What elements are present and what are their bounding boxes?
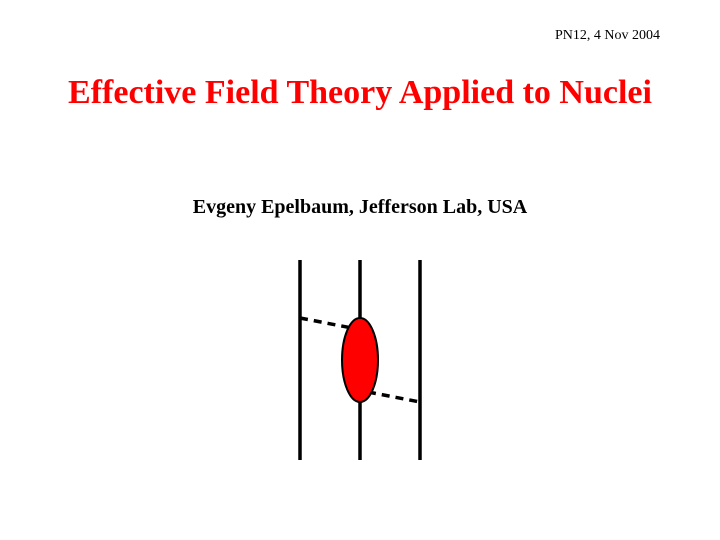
slide-title: Effective Field Theory Applied to Nuclei <box>0 72 720 115</box>
feynman-diagram <box>260 250 460 475</box>
diagram-svg <box>260 250 460 470</box>
header-date-note: PN12, 4 Nov 2004 <box>555 28 660 44</box>
author-line: Evgeny Epelbaum, Jefferson Lab, USA <box>0 196 720 219</box>
